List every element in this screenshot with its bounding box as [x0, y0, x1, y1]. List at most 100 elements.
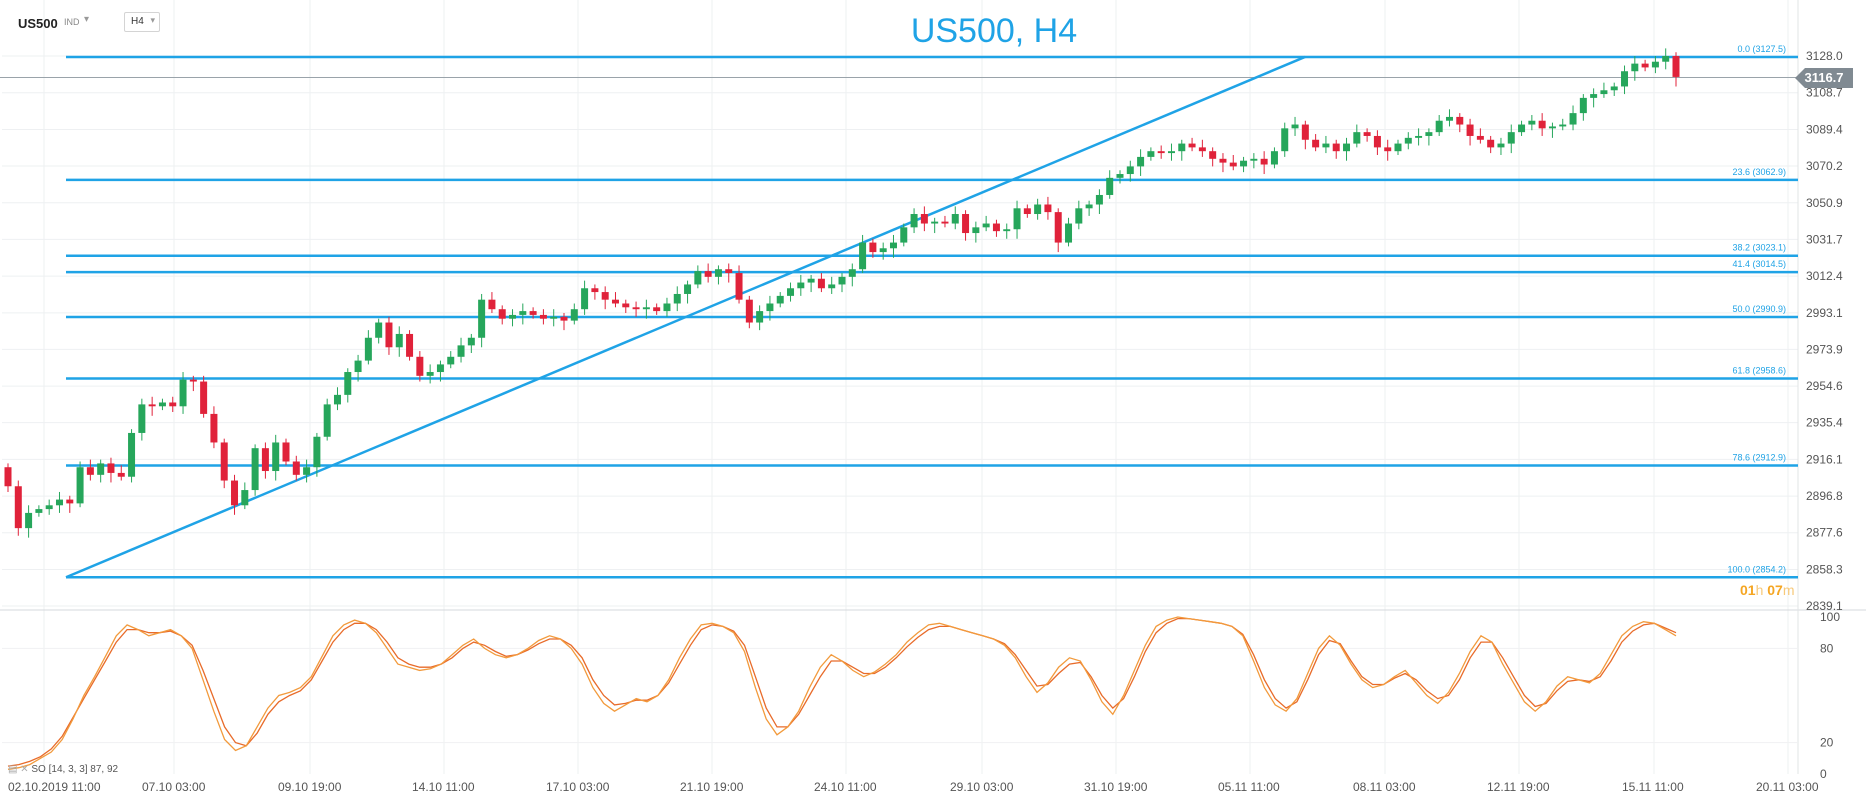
candle-body — [1672, 56, 1680, 77]
price-axis[interactable]: 3128.0 3108.7 3089.4 3070.2 3050.9 3031.7 3012… — [1806, 49, 1843, 613]
candle-body — [1518, 124, 1526, 133]
candle-body — [519, 311, 527, 315]
candle-body — [1569, 113, 1577, 125]
fib-level-label: 61.8 (2958.6) — [1732, 365, 1786, 375]
candle-body — [1240, 160, 1248, 167]
timeframe-select[interactable]: H4 ▾ — [124, 12, 160, 32]
candle-body — [1456, 116, 1464, 125]
candle-body — [1229, 162, 1237, 167]
candle-body — [282, 442, 290, 462]
candle-body — [591, 288, 599, 293]
candle-body — [1548, 126, 1556, 129]
candle-body — [1147, 151, 1155, 157]
price-tick-label: 2877.6 — [1806, 526, 1843, 540]
candle-body — [539, 314, 547, 319]
candle-countdown: 01h 07m — [1740, 582, 1795, 598]
oscillator-label[interactable]: ▤ ✕ SO [14, 3, 3] 87, 92 — [8, 764, 118, 775]
candle-body — [344, 372, 352, 395]
candle-body — [231, 480, 239, 506]
candle-body — [632, 307, 640, 310]
price-tick-label: 2916.1 — [1806, 452, 1843, 466]
candle-body — [817, 278, 825, 289]
time-tick-label: 29.10 03:00 — [950, 780, 1014, 794]
candle-body — [1126, 166, 1134, 175]
candle-body — [375, 322, 383, 338]
time-tick-label: 31.10 19:00 — [1084, 780, 1148, 794]
candle-body — [673, 293, 681, 304]
candle-body — [1312, 139, 1320, 148]
oscillator-slow-line — [7, 617, 1677, 767]
trendline[interactable] — [65, 55, 1306, 579]
price-tick-label: 3070.2 — [1806, 159, 1843, 173]
candle-body — [1281, 128, 1289, 152]
chart-title: US500, H4 — [0, 12, 1866, 51]
candle-body — [323, 404, 331, 437]
stochastic-oscillator-pane — [2, 616, 1798, 770]
price-tick-label: 2858.3 — [1806, 562, 1843, 576]
candle-body — [1044, 204, 1052, 213]
candle-body — [467, 337, 475, 346]
candle-body — [406, 333, 414, 357]
candle-body — [1137, 156, 1145, 167]
candle-body — [251, 448, 259, 491]
price-tick-label: 3050.9 — [1806, 196, 1843, 210]
candle-body — [1651, 61, 1659, 68]
candle-body — [498, 309, 506, 319]
timeframe-value: H4 — [131, 16, 144, 27]
candle-body — [869, 242, 877, 253]
candle-body — [45, 505, 53, 510]
candle-body — [158, 402, 166, 407]
fib-level-label: 100.0 (2854.2) — [1727, 564, 1786, 574]
candle-body — [1579, 97, 1587, 114]
candle-body — [364, 337, 372, 361]
candle-body — [931, 221, 939, 224]
symbol-label[interactable]: US500 — [18, 16, 58, 31]
candle-body — [117, 472, 125, 477]
candle-body — [828, 284, 836, 289]
candle-body — [745, 299, 753, 323]
time-tick-label: 14.10 11:00 — [412, 780, 475, 794]
countdown-hours: 01 — [1740, 582, 1756, 598]
candle-body — [333, 394, 341, 405]
candle-body — [35, 509, 43, 513]
time-tick-label: 05.11 11:00 — [1218, 780, 1280, 794]
candle-body — [354, 360, 362, 373]
candle-body — [313, 436, 321, 468]
time-tick-label: 09.10 19:00 — [278, 780, 342, 794]
oscillator-fast-line — [7, 616, 1677, 770]
candle-body — [879, 248, 887, 253]
candle-body — [1600, 90, 1608, 95]
candle-body — [787, 288, 795, 296]
price-tick-label: 2954.6 — [1806, 379, 1843, 393]
candle-body — [447, 356, 455, 365]
candle-body — [560, 316, 568, 321]
candle-body — [4, 467, 12, 487]
chart-title-text: US500, H4 — [910, 12, 1078, 50]
candle-body — [1353, 132, 1361, 144]
candle-body — [210, 413, 218, 443]
oscillator-label-text: SO [14, 3, 3] 87, 92 — [31, 764, 119, 775]
candle-body — [1425, 132, 1433, 136]
price-tick-label: 2839.1 — [1806, 599, 1843, 613]
candle-body — [385, 322, 393, 348]
candle-body — [272, 442, 280, 472]
candle-body — [807, 278, 815, 283]
price-tick-label: 3031.7 — [1806, 232, 1843, 246]
time-axis[interactable]: 02.10.2019 11:00 07.10 03:00 09.10 19:00 14… — [8, 780, 1819, 794]
candle-body — [611, 299, 619, 304]
candle-body — [1157, 151, 1165, 154]
current-price-tag: 3116.7 — [1795, 68, 1853, 88]
candle-body — [220, 442, 228, 481]
price-tick-label: 3012.4 — [1806, 269, 1843, 283]
chevron-down-icon[interactable]: ▾ — [84, 14, 90, 25]
candle-body — [25, 512, 33, 529]
candle-body — [889, 242, 897, 249]
candle-body — [1497, 143, 1505, 148]
candle-body — [529, 311, 537, 315]
candle-body — [76, 467, 84, 504]
candle-body — [900, 227, 908, 243]
candle-body — [1538, 120, 1546, 129]
candle-body — [1188, 143, 1196, 148]
fibonacci-retracement[interactable]: 0.0 (3127.5) 23.6 (3062.9) 38.2 (3023.1) 41… — [66, 44, 1798, 579]
